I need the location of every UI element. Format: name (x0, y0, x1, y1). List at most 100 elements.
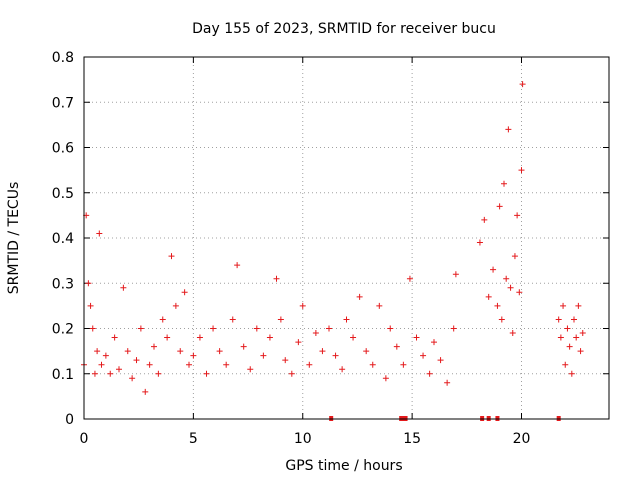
data-point (363, 348, 370, 355)
plot-frame (83, 56, 610, 420)
data-point (507, 284, 514, 291)
grid-lines (84, 57, 609, 419)
data-point (129, 375, 136, 382)
data-point (295, 339, 302, 346)
data-point (234, 262, 241, 269)
data-points (81, 81, 586, 395)
data-point (299, 302, 306, 309)
data-point (505, 126, 512, 133)
data-point (437, 357, 444, 364)
data-point (350, 334, 357, 341)
data-point (85, 280, 92, 287)
data-point (137, 325, 144, 332)
data-point (579, 330, 586, 337)
data-point (452, 271, 459, 278)
data-point (203, 370, 210, 377)
data-point (514, 212, 521, 219)
data-point (247, 366, 254, 373)
x-tick-label: 0 (80, 431, 89, 447)
data-point (481, 216, 488, 223)
data-point (96, 230, 103, 237)
data-point (94, 348, 101, 355)
data-point (557, 334, 564, 341)
data-point (516, 289, 523, 296)
data-point (387, 325, 394, 332)
data-point (490, 266, 497, 273)
y-tick-label: 0.3 (52, 276, 74, 292)
data-point (172, 302, 179, 309)
data-point (562, 361, 569, 368)
data-point (476, 239, 483, 246)
data-point (260, 352, 267, 359)
x-tick-label: 15 (403, 431, 421, 447)
y-tick-label: 0.6 (52, 141, 74, 157)
data-point (413, 334, 420, 341)
data-point (420, 352, 427, 359)
data-point (312, 330, 319, 337)
data-point (124, 348, 131, 355)
y-tick-label: 0.7 (52, 95, 74, 111)
data-point (575, 302, 582, 309)
data-point (98, 361, 105, 368)
data-point (190, 352, 197, 359)
data-point (339, 366, 346, 373)
data-point (519, 81, 526, 88)
data-point (116, 366, 122, 373)
data-point (496, 203, 503, 210)
data-point (196, 334, 203, 341)
y-tick-label: 0.5 (52, 186, 74, 202)
chart-title: Day 155 of 2023, SRMTID for receiver buc… (192, 21, 496, 37)
data-point (319, 348, 326, 355)
data-point (376, 302, 383, 309)
data-point (146, 361, 153, 368)
data-point (498, 316, 505, 323)
data-point (181, 289, 188, 296)
data-point (164, 334, 171, 341)
x-axis-label: GPS time / hours (285, 458, 402, 474)
data-point (87, 302, 94, 309)
data-point (560, 302, 567, 309)
data-point (343, 316, 350, 323)
data-point (277, 316, 284, 323)
data-point (444, 379, 451, 386)
y-tick-label: 0.8 (52, 50, 74, 66)
data-point (356, 293, 363, 300)
data-point (571, 316, 577, 323)
y-tick-label: 0 (65, 412, 74, 428)
data-point (509, 330, 516, 337)
data-point (273, 275, 280, 282)
data-point (288, 370, 295, 377)
data-point (573, 334, 580, 341)
data-point (501, 180, 507, 187)
data-point (210, 325, 217, 332)
data-point (382, 375, 389, 382)
data-point (216, 348, 223, 355)
data-point (155, 370, 162, 377)
data-point (89, 325, 96, 332)
data-point (102, 352, 109, 359)
data-point (151, 343, 157, 350)
data-point (511, 253, 518, 260)
data-point (240, 343, 247, 350)
data-point (159, 316, 166, 323)
data-point (400, 361, 407, 368)
data-point (229, 316, 236, 323)
y-tick-label: 0.4 (52, 231, 74, 247)
data-point (111, 334, 118, 341)
data-point (120, 284, 127, 291)
data-point (393, 343, 400, 350)
data-point (568, 370, 575, 377)
y-tick-label: 0.1 (52, 367, 74, 383)
data-point (577, 348, 584, 355)
data-point (168, 253, 175, 260)
data-point (431, 339, 437, 346)
data-point (177, 348, 184, 355)
data-point (266, 334, 273, 341)
data-point (518, 167, 525, 174)
data-point (555, 316, 562, 323)
data-point (494, 302, 501, 309)
data-point (91, 370, 98, 377)
data-point (369, 361, 376, 368)
data-point (450, 325, 457, 332)
